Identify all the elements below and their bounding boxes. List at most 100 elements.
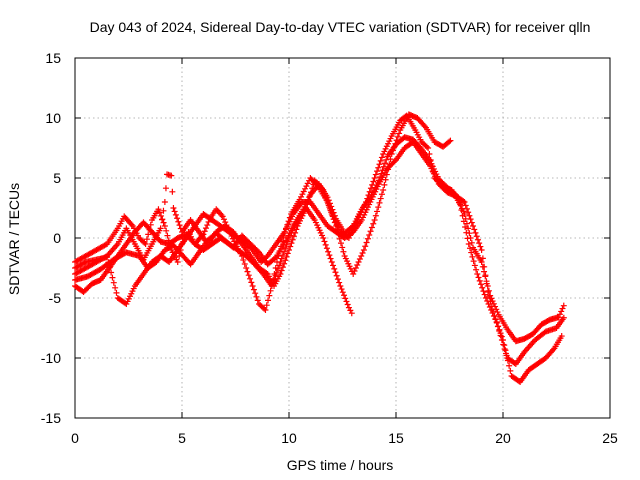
y-axis-label: SDTVAR / TECUs <box>6 183 22 295</box>
data-point <box>362 243 369 250</box>
data-point <box>457 201 464 208</box>
data-point <box>303 183 310 190</box>
data-point <box>348 310 355 317</box>
data-point <box>250 286 257 293</box>
data-point <box>340 248 347 255</box>
data-point <box>465 209 472 216</box>
data-point <box>558 308 565 315</box>
data-point <box>471 226 478 233</box>
data-point <box>477 243 484 250</box>
data-point <box>475 274 482 281</box>
tick-labels: 0 5 10 15 20 25 -15 -10 -5 0 5 10 15 <box>41 50 618 446</box>
data-point <box>113 289 120 296</box>
data-point <box>465 241 472 247</box>
data-point <box>466 230 473 237</box>
data-point <box>279 252 286 259</box>
data-point <box>375 164 382 171</box>
data-point <box>334 276 341 283</box>
data-point <box>267 287 274 294</box>
data-point <box>263 302 270 309</box>
data-point <box>476 240 483 247</box>
data-point <box>268 283 275 289</box>
data-point <box>425 145 432 151</box>
data-point <box>371 175 378 181</box>
data-point <box>489 298 496 305</box>
data-point <box>279 264 286 271</box>
data-point <box>479 284 486 291</box>
data-point <box>560 302 567 309</box>
data-point <box>488 295 495 302</box>
data-point <box>271 276 278 283</box>
data-point <box>245 272 252 279</box>
data-point <box>161 223 168 229</box>
data-point <box>159 216 166 223</box>
data-point <box>249 283 256 289</box>
data-point <box>328 203 335 210</box>
data-point <box>366 232 373 238</box>
y-tick-label: 0 <box>53 230 61 246</box>
data-point <box>320 235 327 241</box>
data-point <box>366 188 373 195</box>
data-point <box>500 337 506 343</box>
data-point <box>253 293 260 300</box>
data-point <box>462 215 469 222</box>
data-point <box>556 311 563 318</box>
data-point <box>485 287 492 294</box>
data-point <box>278 267 285 274</box>
data-point <box>288 240 295 247</box>
data-point <box>484 283 491 289</box>
data-point <box>323 245 330 252</box>
data-point <box>204 222 211 229</box>
data-point <box>266 292 273 299</box>
data-point <box>261 305 268 312</box>
data-point <box>358 253 365 259</box>
data-point <box>454 194 461 201</box>
data-point <box>330 262 337 269</box>
data-point <box>494 309 501 316</box>
data-point <box>375 177 382 184</box>
data-point <box>473 266 480 273</box>
data-point <box>377 157 384 164</box>
data-point <box>171 208 178 215</box>
data-point <box>354 262 361 268</box>
data-point <box>559 305 566 312</box>
data-point <box>363 239 370 246</box>
data-point <box>481 291 488 298</box>
data-point <box>290 233 297 240</box>
data-point <box>491 313 498 319</box>
series-track-5 <box>72 134 567 345</box>
data-point <box>478 247 485 253</box>
data-point <box>277 259 284 265</box>
data-point <box>176 222 183 229</box>
data-point <box>160 207 167 214</box>
data-point <box>299 191 306 198</box>
data-point <box>367 185 374 192</box>
data-point <box>336 279 343 286</box>
data-point <box>461 211 468 217</box>
data-point <box>497 330 504 337</box>
data-point <box>479 263 486 270</box>
x-tick-label: 0 <box>71 430 79 446</box>
data-point <box>474 236 481 243</box>
data-point <box>370 178 377 185</box>
data-point <box>480 288 487 295</box>
data-point <box>558 333 565 340</box>
data-point <box>550 346 557 353</box>
data-point <box>451 190 458 197</box>
data-point <box>337 240 344 247</box>
data-point <box>302 185 309 192</box>
data-point <box>157 225 164 232</box>
data-point <box>244 268 251 275</box>
data-point <box>477 281 484 288</box>
data-point <box>476 277 483 284</box>
data-point <box>381 181 388 188</box>
data-point <box>501 342 508 349</box>
data-point <box>387 156 394 163</box>
data-point <box>282 257 289 264</box>
data-point <box>325 248 332 255</box>
data-point <box>175 218 182 225</box>
data-point <box>328 259 335 265</box>
data-point <box>219 213 226 220</box>
data-point <box>243 265 250 271</box>
